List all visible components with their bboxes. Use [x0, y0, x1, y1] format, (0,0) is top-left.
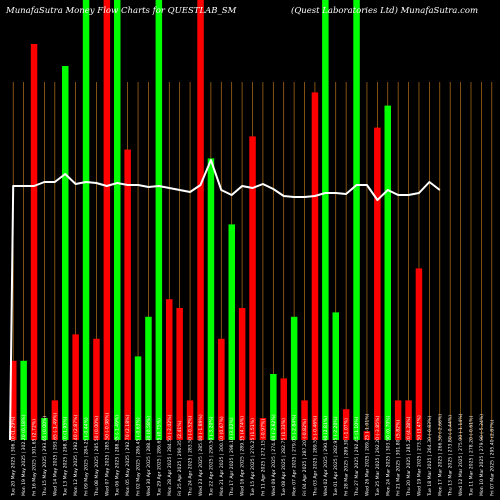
money-flow-bar	[51, 400, 59, 440]
money-flow-bar	[311, 92, 319, 441]
x-tick-label: Fri 16 May 2025 | 301.65 (2.72%)	[32, 419, 38, 496]
money-flow-bar	[353, 0, 360, 440]
x-tick-label: Thu 13 Mar 2025 | 273.80 (-0.44%)	[448, 415, 454, 497]
x-tick-label: Thu 24 Apr 2025 | 283.50 (-0.52%)	[188, 415, 194, 497]
money-flow-bar	[280, 378, 287, 440]
x-tick-label: Thu 08 May 2025 | 285.50 (0.00%)	[94, 416, 100, 497]
x-tick-label: Mon 07 Apr 2025 | 279.05 (-2.84%)	[292, 414, 298, 496]
x-tick-label: Thu 15 May 2025 | 293.65 (0.00%)	[42, 416, 48, 497]
x-tick-label: Fri 04 Apr 2025 | 287.20 (-0.82%)	[302, 419, 308, 496]
price-line	[9, 159, 441, 441]
x-tick-label: Fri 09 May 2025 | 284.25 (-0.44%)	[84, 417, 90, 496]
money-flow-bar	[228, 224, 235, 440]
money-flow-bar	[82, 0, 90, 440]
x-tick-label: Thu 27 Mar 2025 | 292.45 (1.10%)	[354, 416, 360, 497]
money-flow-bar	[259, 418, 267, 440]
money-flow-bar	[134, 356, 142, 440]
x-tick-label: Tue 25 Mar 2025 | 292.20 (-3.85%)	[375, 416, 381, 497]
x-tick-label: Thu 17 Apr 2025 | 298.10 (3.02%)	[229, 417, 235, 497]
money-flow-bar	[363, 431, 371, 440]
money-flow-bar	[384, 105, 391, 440]
x-tick-label: Fri 07 Mar 2025 | 295.40 (2.87%)	[489, 420, 495, 496]
x-tick-label: Fri 21 Mar 2025 | 301.80 (5.82%)	[396, 420, 402, 496]
money-flow-bar	[322, 0, 329, 440]
x-tick-label: Wed 26 Mar 2025 | 289.25 (-1.01%)	[364, 413, 370, 496]
x-tick-label: Wed 30 Apr 2025 | 288.30 (0.58%)	[146, 416, 152, 496]
money-flow-bar	[415, 268, 423, 440]
x-tick-label: Wed 07 May 2025 | 285.50 (-0.98%)	[104, 413, 110, 496]
x-tick-label: Fri 28 Mar 2025 | 289.30 (-1.07%)	[344, 418, 350, 496]
money-flow-bar	[238, 308, 246, 440]
money-flow-bar	[155, 0, 163, 440]
money-flow-bar	[41, 418, 48, 440]
money-flow-bar	[20, 360, 27, 440]
x-tick-label: Wed 19 Mar 2025 | 273.50 (3.47%)	[416, 415, 422, 496]
bar-series	[10, 0, 423, 441]
money-flow-bar	[394, 400, 402, 440]
x-tick-label: Tue 06 May 2025 | 288.35 (-1.49%)	[115, 415, 121, 497]
money-flow-bar	[301, 400, 308, 440]
money-flow-bar	[186, 400, 194, 440]
x-tick-label: Wed 09 Apr 2025 | 274.80 (-2.82%)	[271, 414, 277, 496]
x-tick-label: Mon 19 May 2025 | 302.20 (0.18%)	[21, 415, 27, 496]
money-flow-bar	[342, 409, 350, 440]
x-tick-label: Fri 11 Apr 2025 | 272.15 (-0.97%)	[260, 419, 266, 496]
x-tick-label: Mon 21 Apr 2025 | 300.10 (0.67%)	[219, 416, 225, 496]
money-flow-bar	[290, 316, 298, 440]
money-flow-bar	[249, 136, 256, 440]
money-flow-bar	[30, 44, 38, 440]
price-line-series	[9, 159, 441, 441]
money-flow-bar	[197, 0, 204, 440]
money-flow-bar	[374, 127, 381, 440]
money-flow-bar	[218, 338, 225, 440]
x-tick-label: Mon 05 May 2025 | 292.70 (2.18%)	[125, 415, 131, 496]
money-flow-bar	[72, 334, 79, 440]
x-tick-label: Tue 13 May 2025 | 298.10 (1.95%)	[63, 416, 69, 497]
chart-subtitle: (Quest Laboratories Ltd) MunafaSutra.com	[291, 5, 478, 16]
money-flow-bar	[93, 338, 100, 440]
money-flow-bar	[176, 308, 183, 440]
money-flow-bar	[103, 0, 111, 440]
money-flow-bar	[10, 360, 17, 440]
x-tick-label: Thu 03 Apr 2025 | 289.55 (-0.46%)	[312, 415, 318, 497]
x-tick-label: Wed 14 May 2025 | 293.65 (-1.49%)	[52, 413, 58, 496]
x-tick-label: Tue 20 May 2025 | 306.10 (1.29%)	[11, 416, 17, 497]
x-tick-label: Tue 22 Apr 2025 | 290.50 (-3.20%)	[208, 416, 214, 497]
x-axis-ticks: Tue 20 May 2025 | 306.10 (1.29%) Mon 19 M…	[11, 413, 496, 497]
money-flow-bar	[114, 0, 121, 440]
x-tick-label: Tue 15 Apr 2025 | 276.25 (1.51%)	[250, 418, 256, 497]
x-tick-label: Tue 18 Mar 2025 | 264.30 (-0.83%)	[427, 416, 433, 497]
x-tick-label: Wed 23 Apr 2025 | 285.00 (-1.89%)	[198, 414, 204, 496]
x-tick-label: Wed 02 Apr 2025 | 290.90 (2.81%)	[323, 416, 329, 496]
x-tick-label: Fri 25 Apr 2025 | 290.35 (2.41%)	[177, 420, 183, 496]
x-tick-label: Thu 20 Mar 2025 | 285.20 (4.28%)	[406, 416, 412, 497]
money-flow-bar	[207, 158, 215, 440]
money-flow-bar	[332, 312, 339, 440]
x-tick-label: Mon 28 Apr 2025 | 284.50 (-2.02%)	[167, 414, 173, 496]
x-tick-label: Mon 10 Mar 2025 | 279.90 (-5.24%)	[479, 414, 485, 496]
x-tick-label: Fri 02 May 2025 | 286.45 (-0.63%)	[136, 417, 142, 496]
x-tick-label: Tue 08 Apr 2025 | 282.75 (1.33%)	[281, 418, 287, 497]
money-flow-bar	[405, 400, 412, 440]
x-tick-label: Mon 17 Mar 2025 | 266.50 (-2.66%)	[437, 414, 443, 496]
x-tick-label: Tue 01 Apr 2025 | 282.95 (-2.20%)	[333, 416, 339, 497]
x-tick-label: Wed 12 Mar 2025 | 275.00 (-1.14%)	[458, 413, 464, 496]
x-tick-label: Mon 24 Mar 2025 | 303.90 (0.70%)	[385, 415, 391, 496]
x-tick-label: Tue 29 Apr 2025 | 286.65 (0.75%)	[156, 418, 162, 497]
x-tick-label: Mon 12 May 2025 | 292.40 (2.87%)	[73, 415, 79, 496]
x-tick-label: Wed 16 Apr 2025 | 289.35 (4.74%)	[240, 416, 246, 496]
chart-title: MunafaSutra Money Flow Charts for QUESTL…	[5, 6, 237, 16]
money-flow-bar	[62, 66, 69, 440]
money-flow-bar	[145, 316, 152, 440]
money-flow-bar	[124, 149, 131, 440]
money-flow-bar	[270, 374, 277, 440]
money-flow-bar	[166, 299, 173, 440]
x-tick-label: Tue 11 Mar 2025 | 278.20 (-0.61%)	[468, 416, 474, 497]
